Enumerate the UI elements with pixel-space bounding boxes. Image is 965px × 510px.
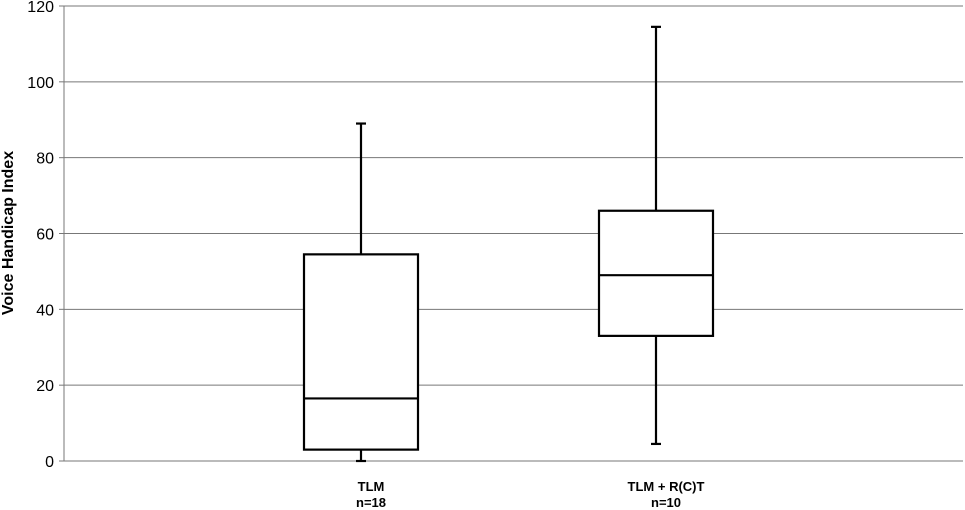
y-tick-label: 120 <box>27 0 54 16</box>
category-label: TLM + R(C)T <box>628 479 705 494</box>
category-sample-size: n=10 <box>651 495 681 510</box>
category-label: TLM <box>358 479 385 494</box>
y-tick-label: 40 <box>36 302 54 319</box>
box-group <box>302 122 420 463</box>
axes <box>59 5 963 462</box>
iqr-box <box>302 253 420 451</box>
box-group <box>597 25 715 446</box>
category-sample-size: n=18 <box>356 495 386 510</box>
iqr-box <box>597 209 715 337</box>
gridlines <box>64 5 963 386</box>
y-tick-labels: 0 20 40 60 80 100 120 <box>27 0 54 471</box>
boxes <box>302 25 715 463</box>
y-axis-title: Voice Handicap Index <box>0 151 17 315</box>
y-tick-label: 20 <box>36 378 54 395</box>
y-tick-label: 0 <box>45 454 54 471</box>
y-tick-label: 60 <box>36 227 54 244</box>
y-tick-label: 80 <box>36 151 54 168</box>
y-tick-label: 100 <box>27 75 54 92</box>
